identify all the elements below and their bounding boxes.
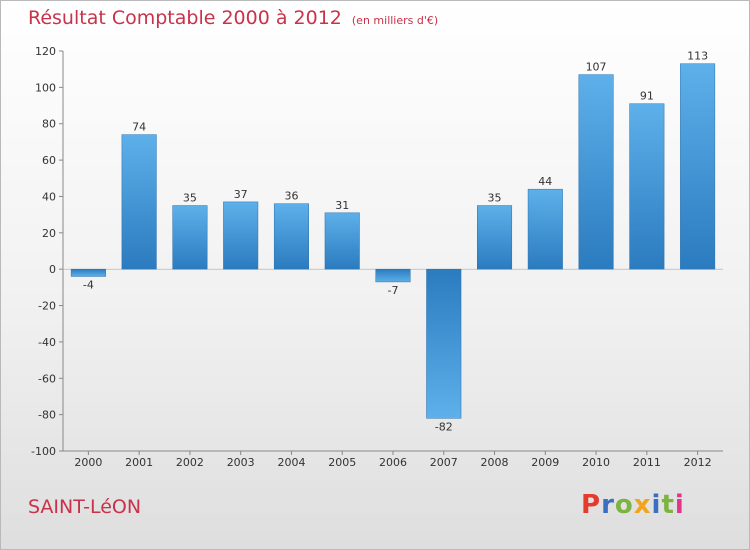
bar [527,188,563,270]
y-tick-label: -100 [31,445,56,458]
logo-letter: P [581,490,602,520]
x-tick-label: 2002 [176,456,204,469]
logo-letter: o [614,490,634,520]
chart-title-text: Résultat Comptable 2000 à 2012 [28,7,342,29]
bar [426,268,462,419]
bar [629,103,665,270]
y-tick-label: 60 [42,154,56,167]
data-label: -7 [388,284,399,297]
y-tick-label: -20 [38,300,56,313]
x-tick-label: 2008 [481,456,509,469]
bar [375,268,411,283]
bar [273,203,309,270]
x-tick-label: 2009 [531,456,559,469]
data-label: -4 [83,278,94,291]
y-tick-label: 20 [42,227,56,240]
data-label: 107 [586,61,607,74]
logo-letter: i [651,490,662,520]
y-tick-label: 0 [49,263,56,276]
data-label: 36 [284,190,298,203]
data-label: 37 [234,188,248,201]
data-label: 74 [132,121,146,134]
data-label: -82 [435,420,453,433]
bar [477,205,513,270]
y-tick-label: 40 [42,190,56,203]
x-tick-label: 2012 [684,456,712,469]
x-tick-label: 2004 [277,456,305,469]
y-tick-label: -80 [38,409,56,422]
data-label: 31 [335,199,349,212]
logo-letter: x [633,490,652,520]
bar [172,205,208,270]
x-tick-label: 2000 [74,456,102,469]
logo-letter: t [661,490,675,520]
logo-letter: r [601,490,615,520]
y-tick-label: 80 [42,118,56,131]
x-tick-label: 2007 [430,456,458,469]
bar [223,201,259,270]
logo-letter: i [674,490,685,520]
proxiti-logo[interactable]: Proxiti [581,490,685,520]
chart-labels: -4 74 35 37 36 31 -7 -82 35 44 107 91 113 [83,50,708,434]
x-tick-label: 2001 [125,456,153,469]
data-label: 91 [640,90,654,103]
y-tick-label: -40 [38,336,56,349]
chart-bars [70,63,716,419]
bar [70,268,106,277]
y-tick-label: -60 [38,372,56,385]
bar [324,212,360,270]
data-label: 44 [538,175,552,188]
x-tick-label: 2005 [328,456,356,469]
x-tick-label: 2010 [582,456,610,469]
commune-name: SAINT-LéON [28,496,142,518]
y-tick-label: 100 [35,81,56,94]
x-tick-label: 2011 [633,456,661,469]
chart-axes: 120 100 80 60 40 20 0 -20 -40 -60 -80 -100 2000 2001 2… [31,45,723,469]
data-label: 113 [687,50,708,63]
bar [578,74,614,270]
bar [680,63,716,270]
chart-title: Résultat Comptable 2000 à 2012 (en millie… [28,7,438,29]
y-tick-label: 120 [35,45,56,58]
data-label: 35 [183,192,197,205]
data-label: 35 [488,192,502,205]
bar [121,134,157,270]
chart-subtitle: (en milliers d'€) [351,14,439,27]
x-tick-label: 2003 [227,456,255,469]
x-tick-label: 2006 [379,456,407,469]
